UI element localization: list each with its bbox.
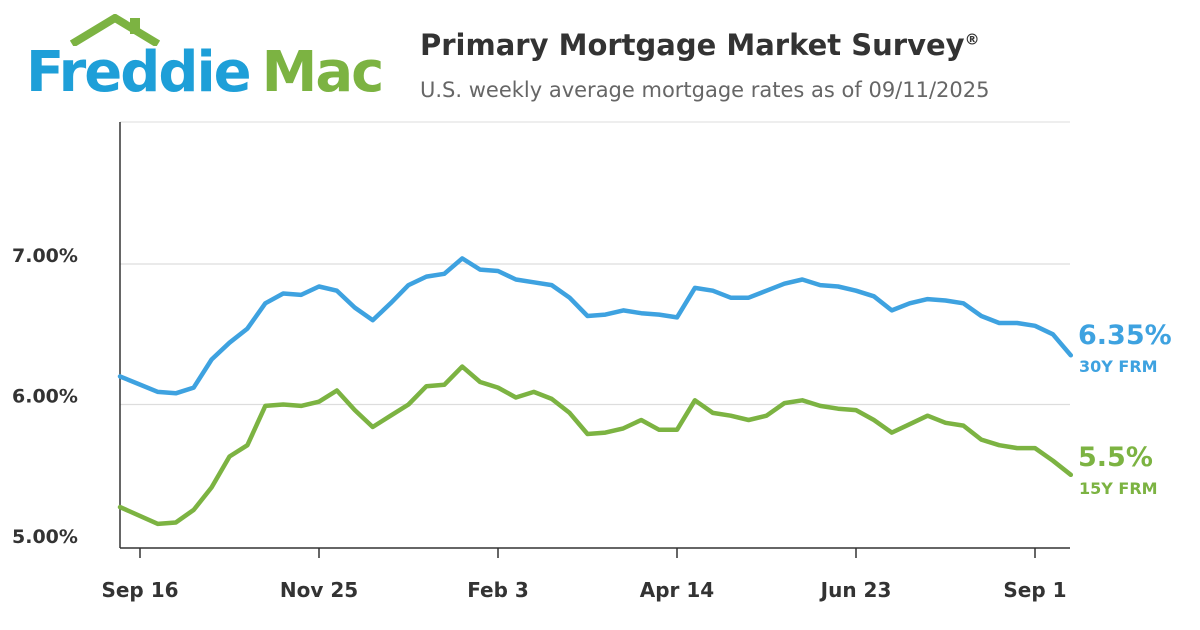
series-15y-frm-end-value: 5.5% bbox=[1078, 442, 1153, 473]
axes bbox=[119, 122, 1070, 558]
x-tick-label: Sep 16 bbox=[101, 578, 178, 602]
registered-mark: ® bbox=[964, 30, 980, 49]
series-15y-frm-name: 15Y FRM bbox=[1079, 479, 1158, 498]
series-lines bbox=[117, 256, 1074, 527]
y-tick-label: 5.00% bbox=[12, 526, 78, 548]
x-tick-label: Feb 3 bbox=[467, 578, 529, 602]
x-tick-label: Nov 25 bbox=[280, 578, 358, 602]
logo-word-mac: Mac bbox=[261, 40, 385, 105]
chart-subtitle: U.S. weekly average mortgage rates as of… bbox=[420, 78, 990, 102]
labels: 5.00% 6.00% 7.00% Sep 16 Nov 25 Feb 3 Apr 14 Ju… bbox=[12, 245, 1172, 602]
chart-title: Primary Mortgage Market Survey® bbox=[420, 28, 980, 62]
x-tick-label: Apr 14 bbox=[640, 578, 714, 602]
x-tick-label: Jun 23 bbox=[819, 578, 892, 602]
logo-word-freddie: Freddie bbox=[26, 40, 252, 105]
chart-title-text: Primary Mortgage Market Survey bbox=[420, 28, 965, 62]
x-tick-label: Sep 1 bbox=[1003, 578, 1066, 602]
series-30y-frm-end-value: 6.35% bbox=[1078, 320, 1172, 351]
y-tick-label: 6.00% bbox=[12, 386, 78, 408]
gridlines bbox=[120, 121, 1070, 406]
y-tick-label: 7.00% bbox=[12, 245, 78, 267]
series-30y-frm-name: 30Y FRM bbox=[1079, 357, 1158, 376]
series-30y-frm-line bbox=[117, 256, 1074, 396]
freddie-mac-logo: Freddie Mac bbox=[22, 14, 385, 110]
series-15y-frm-line bbox=[117, 364, 1074, 527]
house-roof-icon bbox=[70, 14, 160, 46]
